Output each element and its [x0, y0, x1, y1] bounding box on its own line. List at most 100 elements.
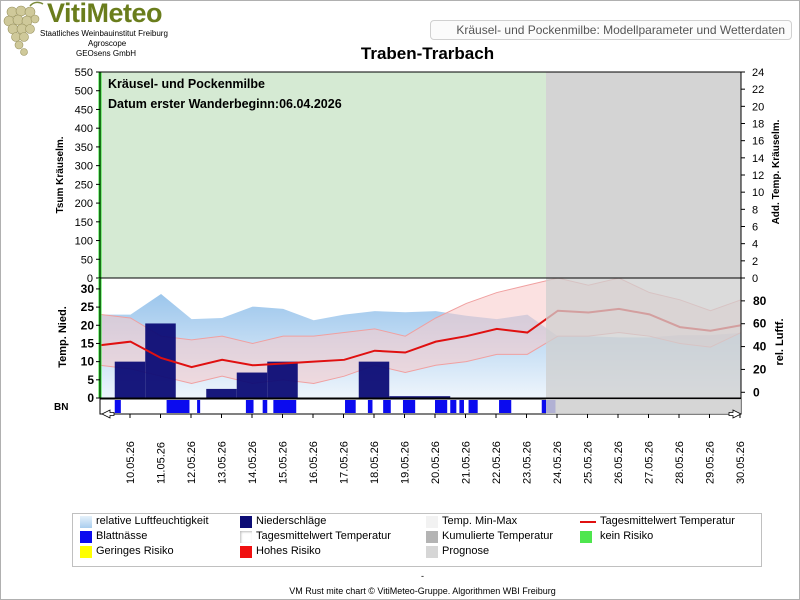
x-tick-label: 15.05.26 [278, 441, 290, 484]
x-tick-label: 16.05.26 [308, 441, 320, 484]
legend-swatch-low-risk [80, 546, 92, 558]
scroll-left-arrow-icon[interactable] [101, 409, 115, 419]
x-tick-label: 24.05.26 [552, 441, 564, 484]
x-tick-label: 28.05.26 [674, 441, 686, 484]
leaf-wet-bar [367, 400, 373, 413]
subtitle-box: Kräusel- und Pockenmilbe: Modellparamete… [430, 20, 792, 40]
bottom-left-tick-label: 20 [81, 318, 95, 332]
legend-label-leaf-wet: Blattnässe [96, 530, 148, 542]
x-tick-label: 18.05.26 [369, 441, 381, 484]
precip-bar [358, 361, 390, 398]
leaf-wet-bar [499, 400, 512, 413]
precip-bar [267, 361, 298, 398]
legend-swatch-high-risk [240, 546, 252, 558]
scroll-right-arrow-icon[interactable] [728, 409, 742, 419]
bn-label: BN [54, 402, 68, 413]
legend-label-forecast: Prognose [442, 545, 490, 557]
x-tick-label: 17.05.26 [339, 441, 351, 484]
top-right-tick-label: 0 [752, 273, 758, 285]
precip-bar [389, 396, 451, 398]
x-tick-label: 10.05.26 [125, 441, 137, 484]
top-ylabel-right: Add. Temp. Kräuselm. [771, 119, 782, 224]
institute-name: Staatliches Weinbauinstitut Freiburg [40, 29, 168, 38]
x-tick-label: 19.05.26 [400, 441, 412, 484]
legend-swatch-leaf-wet [80, 531, 92, 543]
forecast-zone-bn [546, 399, 741, 414]
page-title: Traben-Trarbach [360, 44, 495, 63]
leaf-wet-bar [450, 400, 457, 413]
leaf-wet-bar [273, 400, 297, 413]
bottom-panel-border [99, 277, 742, 399]
legend-label-temp-range: Temp. Min-Max [442, 515, 518, 527]
top-left-tick-label: 200 [75, 198, 93, 210]
bottom-left-tick-label: 10 [81, 355, 95, 369]
legend-swatch-forecast [426, 546, 438, 558]
x-tick-label: 14.05.26 [247, 441, 259, 484]
legend-swatch-temp-mean2 [240, 531, 252, 543]
top-left-tick-label: 500 [75, 86, 93, 98]
top-right-tick-label: 18 [752, 119, 764, 131]
top-left-tick-label: 450 [75, 104, 93, 116]
brand-logo: VitiMeteo [47, 0, 163, 28]
bottom-ylabel-left: Temp. Nied. [57, 306, 69, 368]
top-right-tick-label: 4 [752, 239, 758, 251]
legend-swatch-temp-range [426, 516, 438, 528]
x-tick-label: 23.05.26 [522, 441, 534, 484]
footer-dash: - [421, 571, 424, 581]
top-right-tick-label: 14 [752, 153, 764, 165]
x-tick-label: 30.05.26 [735, 441, 747, 484]
leaf-wet-bar [114, 400, 121, 413]
top-left-tick-label: 150 [75, 217, 93, 229]
legend-label-humidity: relative Luftfeuchtigkeit [96, 515, 209, 527]
annotation-date: Datum erster Wanderbeginn:06.04.2026 [108, 97, 342, 111]
top-left-tick-label: 300 [75, 161, 93, 173]
legend-swatch-precip [240, 516, 252, 528]
legend [72, 513, 762, 567]
top-right-tick-label: 16 [752, 136, 764, 148]
partner-geosens: GEOsens GmbH [76, 49, 137, 58]
bottom-left-tick-label: 25 [81, 300, 95, 314]
top-ylabel-left: Tsum Kräuselm. [55, 136, 66, 213]
top-left-tick-label: 350 [75, 142, 93, 154]
top-left-tick-label: 550 [75, 67, 93, 79]
top-right-tick-label: 12 [752, 170, 764, 182]
precip-bar [206, 388, 237, 398]
footer-copyright: VM Rust mite chart © VitiMeteo-Gruppe. A… [289, 586, 556, 596]
forecast-zone-top [546, 72, 741, 278]
bottom-left-tick-label: 15 [81, 336, 95, 350]
top-right-tick-label: 10 [752, 187, 764, 199]
leaf-wet-bar [435, 400, 448, 413]
top-left-tick-label: 400 [75, 123, 93, 135]
bottom-left-tick-label: 0 [87, 391, 94, 405]
legend-label-high-risk: Hohes Risiko [256, 545, 321, 557]
x-tick-label: 20.05.26 [430, 441, 442, 484]
x-tick-label: 12.05.26 [186, 441, 198, 484]
top-right-tick-label: 24 [752, 67, 764, 79]
forecast-zone-bottom [546, 278, 741, 398]
top-right-tick-label: 8 [752, 204, 758, 216]
leaf-wet-bar [468, 400, 478, 413]
partner-agroscope: Agroscope [88, 39, 127, 48]
x-tick-label: 13.05.26 [217, 441, 229, 484]
leaf-wet-bar [245, 400, 254, 413]
x-tick-label: 26.05.26 [613, 441, 625, 484]
top-left-tick-label: 250 [75, 179, 93, 191]
x-tick-label: 25.05.26 [583, 441, 595, 484]
annotation-title: Kräusel- und Pockenmilbe [108, 77, 265, 91]
bottom-right-tick-label: 60 [753, 317, 767, 331]
top-right-tick-label: 2 [752, 256, 758, 268]
bottom-right-tick-label: 40 [753, 340, 767, 354]
bottom-left-tick-label: 30 [81, 282, 95, 296]
bottom-right-tick-label: 0 [753, 385, 760, 399]
legend-swatch-humidity [80, 516, 92, 528]
legend-label-cumulative: Kumulierte Temperatur [442, 530, 554, 542]
x-tick-label: 22.05.26 [491, 441, 503, 484]
x-tick-label: 27.05.26 [644, 441, 656, 484]
bottom-ylabel-right: rel. Luftf. [774, 318, 786, 365]
no-risk-zone [100, 72, 546, 278]
precip-bar [114, 361, 146, 398]
leaf-wet-bar [345, 400, 356, 413]
legend-label-temp-mean: Tagesmittelwert Temperatur [600, 515, 735, 527]
leaf-wet-bar [459, 400, 464, 413]
